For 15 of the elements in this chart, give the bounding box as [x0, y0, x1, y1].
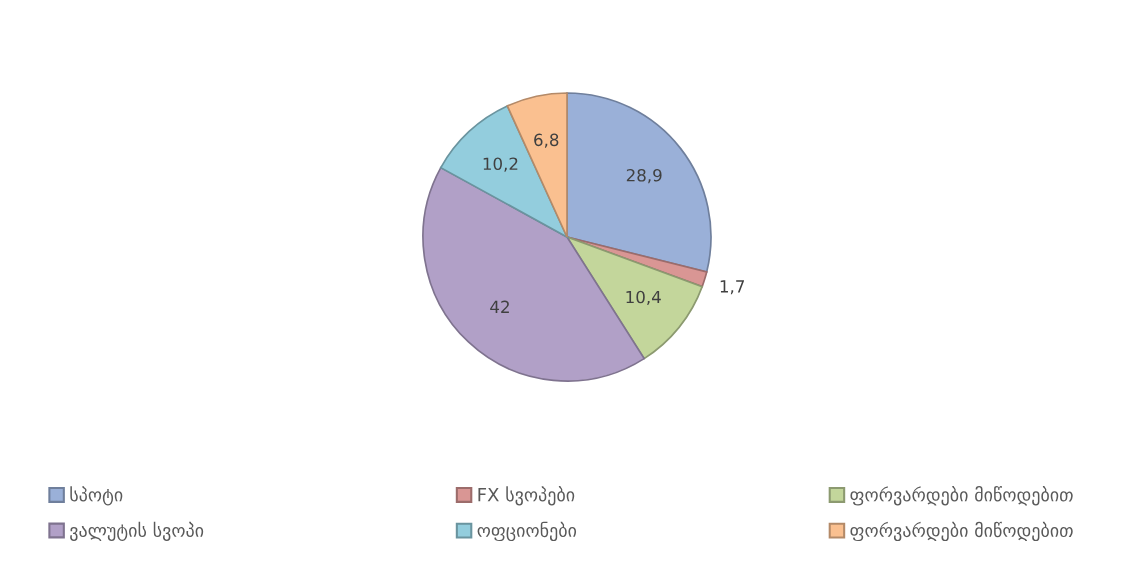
legend-label: სპოტი [70, 486, 123, 506]
data-label: 42 [490, 300, 509, 313]
legend-label: ფორვარდები მიწოდებით [850, 486, 1073, 506]
data-label: 1,7 [720, 280, 744, 295]
data-label: 6,8 [534, 133, 559, 148]
legend-label: ვალუტის სვოპი [70, 521, 204, 542]
data-label: 10,4 [626, 290, 661, 305]
legend-label: ფორვარდები მიწოდებით [850, 521, 1073, 542]
data-label: 10,2 [483, 157, 518, 172]
pie-slice [566, 92, 712, 273]
pie-slice [566, 236, 704, 360]
legend-label: ოფციონები [477, 521, 577, 542]
legend-label: FX სვოპები [478, 486, 575, 506]
data-label: 28,9 [626, 168, 662, 184]
pie-slice [439, 105, 568, 238]
